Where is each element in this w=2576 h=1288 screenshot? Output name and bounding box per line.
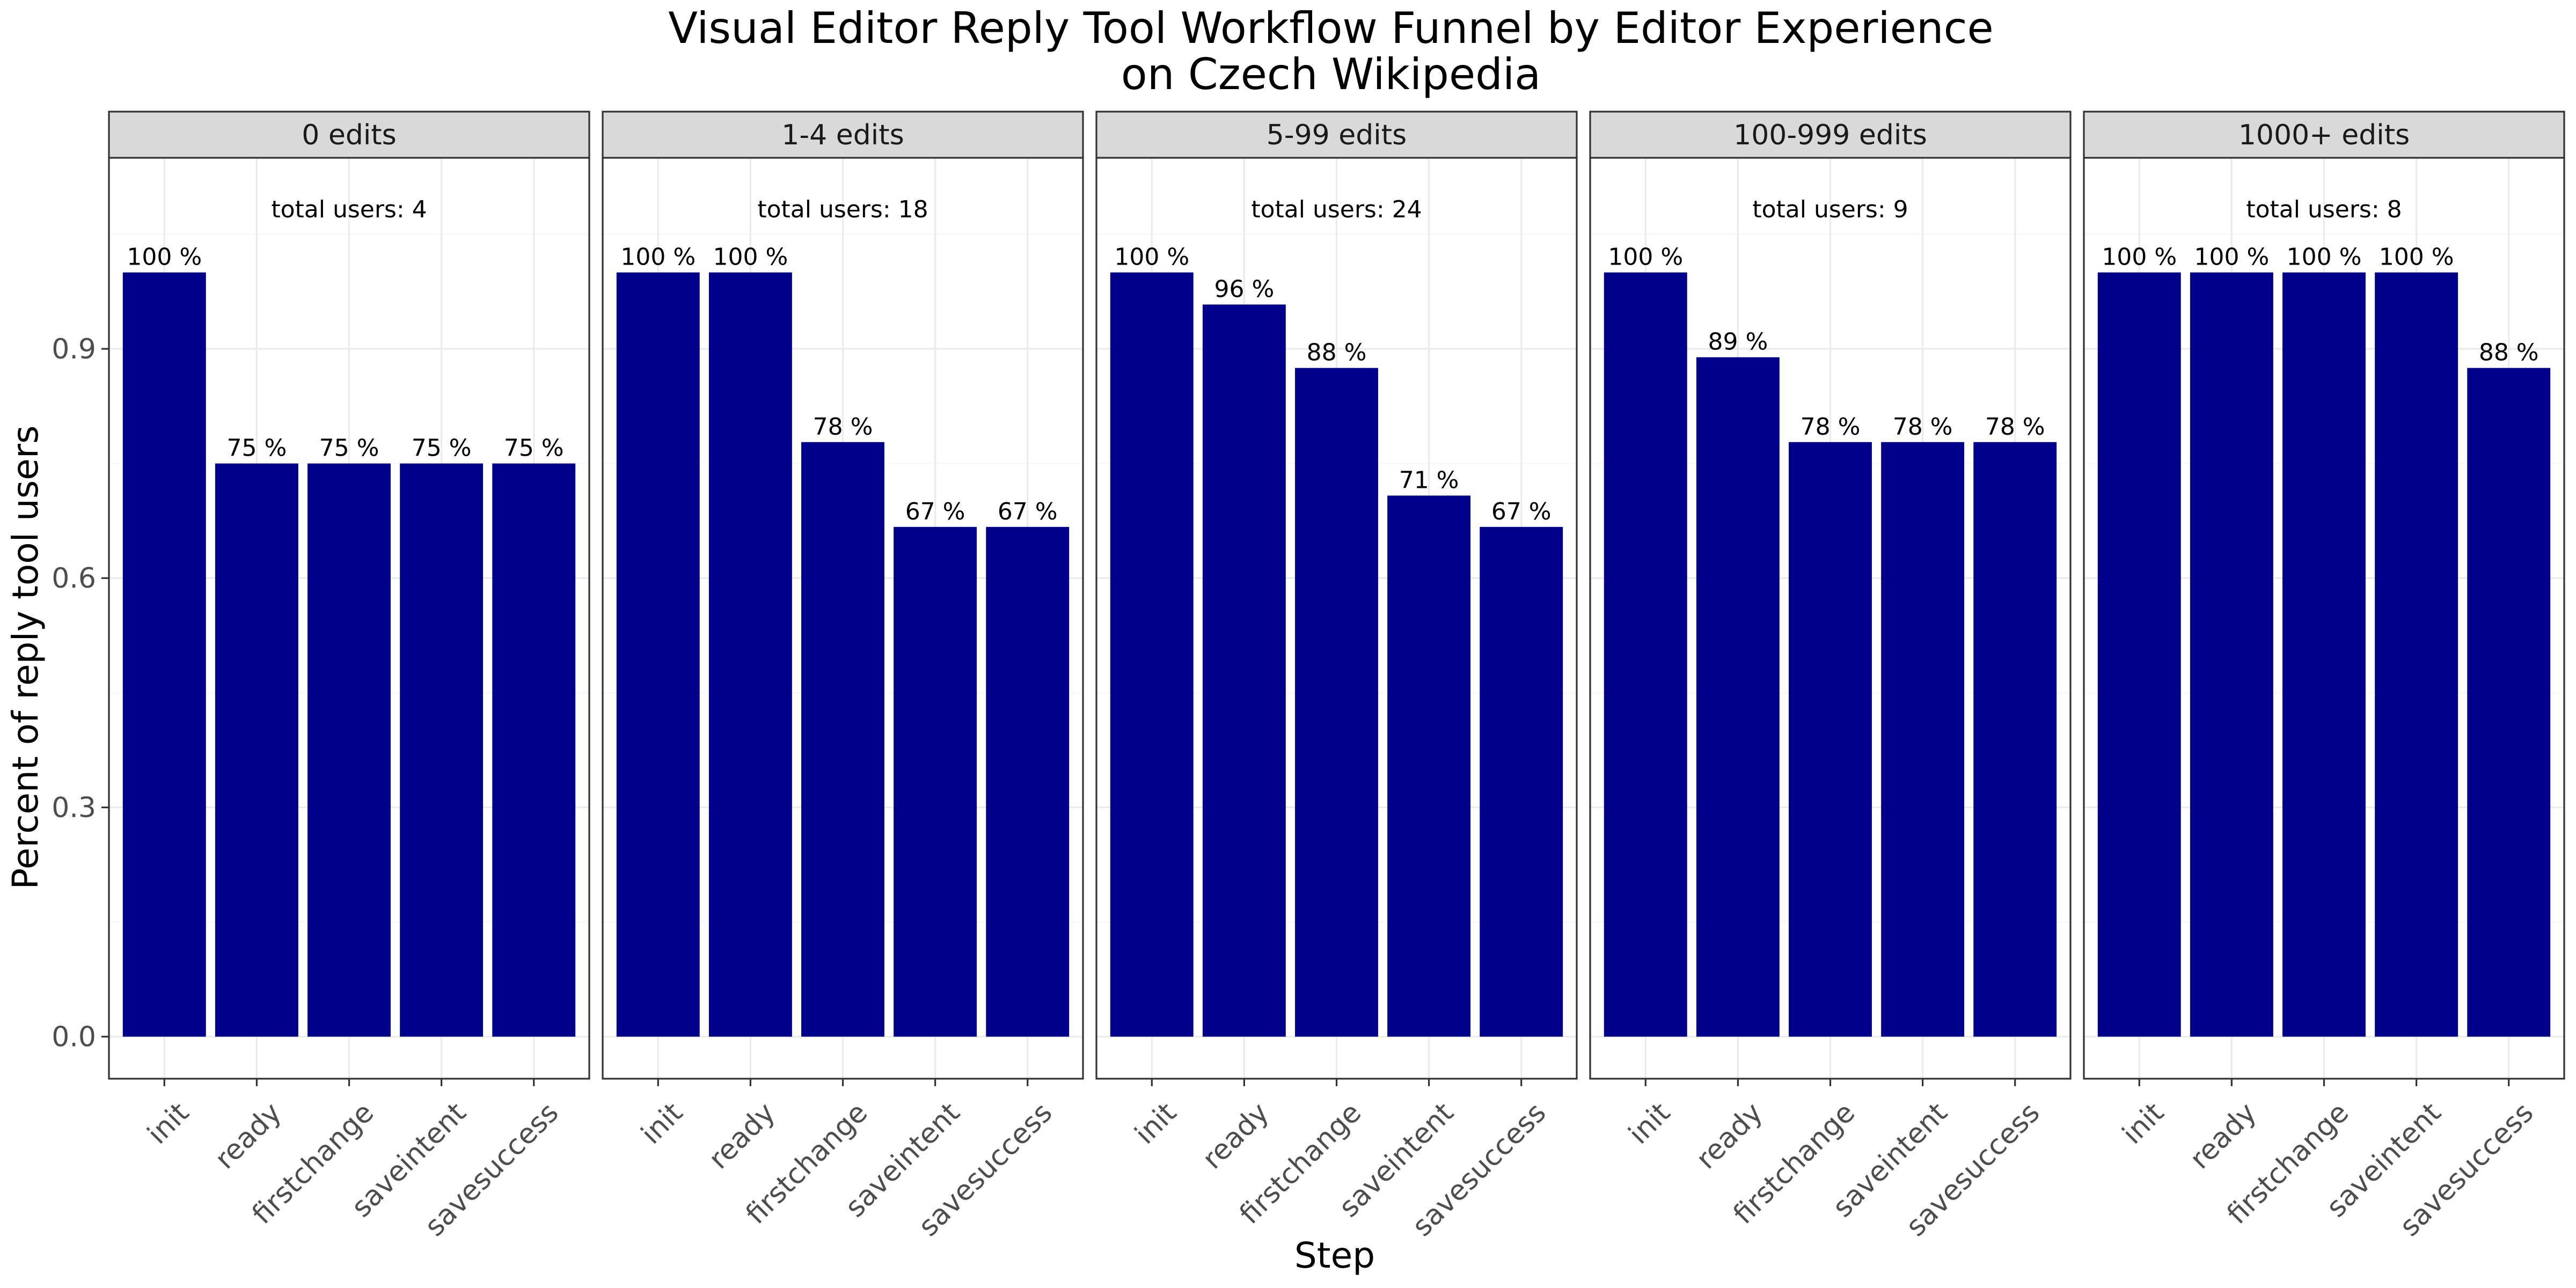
facet-panel: 100 % 100 % 100 % 100 % 88 % total users: 8 10… xyxy=(2083,111,2565,1243)
bar-value-label: 100 % xyxy=(127,244,202,271)
bar xyxy=(1881,442,1965,1037)
y-axis: 0.0 0.3 0.6 0.9 xyxy=(52,333,109,1053)
bar-value-label: 71 % xyxy=(1399,466,1459,494)
facet-strip xyxy=(2083,111,2565,159)
y-tick-label: 0.6 xyxy=(52,562,96,595)
facet-strip xyxy=(1095,111,1578,159)
total-users-annotation: total users: 24 xyxy=(1251,196,1422,223)
bar xyxy=(400,463,484,1037)
total-users-annotation: total users: 9 xyxy=(1752,196,1908,223)
bar xyxy=(122,272,206,1037)
bar xyxy=(2375,272,2458,1037)
bar xyxy=(1110,272,1194,1037)
bar-value-label: 75 % xyxy=(319,435,379,462)
bar-value-label: 67 % xyxy=(998,498,1058,525)
bar xyxy=(2190,272,2273,1037)
bar-value-label: 96 % xyxy=(1214,275,1274,303)
facet-strip xyxy=(108,111,590,159)
bar-value-label: 100 % xyxy=(1608,244,1683,271)
bar-value-label: 100 % xyxy=(713,244,788,271)
bar xyxy=(2282,272,2366,1037)
facet-strip-label: 1000+ edits xyxy=(2238,119,2410,151)
bar xyxy=(1696,357,1780,1037)
bar-value-label: 100 % xyxy=(1114,244,1189,271)
bar xyxy=(1973,442,2057,1037)
bar xyxy=(492,463,576,1037)
y-tick-label: 0.9 xyxy=(52,333,96,365)
chart-title-line-1: Visual Editor Reply Tool Workflow Funnel… xyxy=(668,3,1994,53)
bar-value-label: 100 % xyxy=(2194,244,2269,271)
bar xyxy=(1202,304,1286,1037)
total-users-annotation: total users: 18 xyxy=(757,196,928,223)
bar-value-label: 88 % xyxy=(1307,339,1367,367)
facet-panel: 100 % 75 % 75 % 75 % 75 % total users: 4 0 edi… xyxy=(108,111,590,1243)
bar-value-label: 75 % xyxy=(226,435,287,462)
facet-strip xyxy=(602,111,1084,159)
total-users-annotation: total users: 4 xyxy=(271,196,427,223)
facet-panel: 100 % 100 % 78 % 67 % 67 % total users: 18 1-4… xyxy=(602,111,1084,1243)
bar xyxy=(2097,272,2181,1037)
bar xyxy=(708,272,792,1037)
facet-strip xyxy=(1589,111,2072,159)
facet-strip-label: 5-99 edits xyxy=(1267,119,1407,151)
bar xyxy=(616,272,700,1037)
bar-value-label: 88 % xyxy=(2479,339,2539,367)
bar xyxy=(1387,495,1471,1037)
x-axis-title: Step xyxy=(1294,1235,1375,1276)
y-tick-label: 0.0 xyxy=(52,1021,96,1053)
bar-value-label: 78 % xyxy=(1801,413,1861,441)
bar-value-label: 78 % xyxy=(813,413,873,441)
bar xyxy=(1789,442,1872,1037)
facet-panel: 100 % 96 % 88 % 71 % 67 % total users: 24 5-99… xyxy=(1095,111,1578,1243)
bar-value-label: 67 % xyxy=(1491,498,1552,525)
bar xyxy=(1604,272,1687,1037)
chart-title-line-2: on Czech Wikipedia xyxy=(1121,49,1541,99)
bar-value-label: 89 % xyxy=(1708,328,1768,356)
bar xyxy=(2467,368,2551,1037)
bar-value-label: 100 % xyxy=(2102,244,2177,271)
bar xyxy=(1480,526,1563,1037)
bar xyxy=(308,463,391,1037)
y-tick-label: 0.3 xyxy=(52,792,96,824)
bar xyxy=(986,526,1070,1037)
y-axis-title: Percent of reply tool users xyxy=(5,426,46,890)
facet-strip-label: 0 edits xyxy=(302,119,397,151)
bar xyxy=(1295,368,1378,1037)
bar xyxy=(215,463,298,1037)
facet-panel: 100 % 89 % 78 % 78 % 78 % total users: 9 100-9… xyxy=(1589,111,2072,1243)
facet-strip-label: 1-4 edits xyxy=(781,119,904,151)
bar-value-label: 67 % xyxy=(905,498,965,525)
total-users-annotation: total users: 8 xyxy=(2246,196,2402,223)
bar-value-label: 78 % xyxy=(1893,413,1953,441)
facet-strip-label: 100-999 edits xyxy=(1733,119,1927,151)
bar xyxy=(894,526,977,1037)
facet-panels: 100 % 75 % 75 % 75 % 75 % total users: 4 0 edi… xyxy=(108,111,2565,1243)
bar-value-label: 100 % xyxy=(620,244,696,271)
bar-value-label: 100 % xyxy=(2379,244,2454,271)
bar-value-label: 100 % xyxy=(2287,244,2362,271)
bar-value-label: 75 % xyxy=(504,435,564,462)
bar-value-label: 75 % xyxy=(412,435,472,462)
bar-value-label: 78 % xyxy=(1985,413,2045,441)
bar xyxy=(801,442,884,1037)
